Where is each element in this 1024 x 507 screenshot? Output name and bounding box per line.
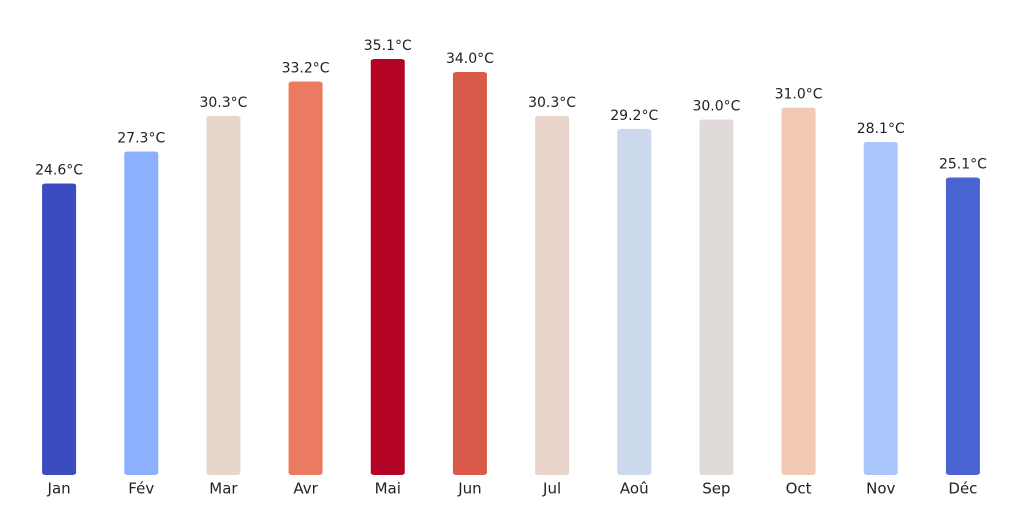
value-label: 35.1°C — [364, 38, 412, 54]
bar — [699, 119, 734, 475]
x-tick-label: Nov — [866, 480, 895, 498]
bar — [535, 115, 570, 475]
bar — [945, 177, 980, 475]
x-tick-label: Jul — [542, 480, 561, 498]
value-label: 30.3°C — [199, 95, 247, 111]
value-label: 30.3°C — [528, 95, 576, 111]
x-tick-label: Aoû — [620, 480, 649, 498]
value-label: 34.0°C — [446, 51, 494, 67]
value-label: 29.2°C — [610, 108, 658, 124]
value-label: 25.1°C — [939, 157, 987, 173]
x-tick-label: Oct — [786, 480, 812, 498]
value-label: 27.3°C — [117, 130, 165, 146]
x-tick-label: Mai — [375, 480, 401, 498]
bar — [42, 183, 77, 475]
bar — [288, 81, 323, 475]
x-tick-label: Avr — [293, 480, 318, 498]
x-tick-label: Fév — [128, 480, 154, 498]
bar — [863, 141, 898, 476]
value-label: 31.0°C — [775, 87, 823, 103]
bar — [370, 59, 405, 475]
value-label: 30.0°C — [692, 98, 740, 114]
value-label: 28.1°C — [857, 121, 905, 137]
x-tick-label: Jun — [457, 480, 481, 498]
bar — [124, 151, 159, 475]
x-tick-label: Jan — [47, 480, 71, 498]
x-tick-label: Mar — [209, 480, 238, 498]
x-tick-label: Sep — [702, 480, 730, 498]
bar — [452, 72, 487, 475]
x-tick-label: Déc — [948, 480, 977, 498]
bar — [206, 115, 241, 475]
value-label: 24.6°C — [35, 162, 83, 178]
value-label: 33.2°C — [282, 61, 330, 77]
bar — [781, 107, 816, 475]
bar — [617, 128, 652, 476]
